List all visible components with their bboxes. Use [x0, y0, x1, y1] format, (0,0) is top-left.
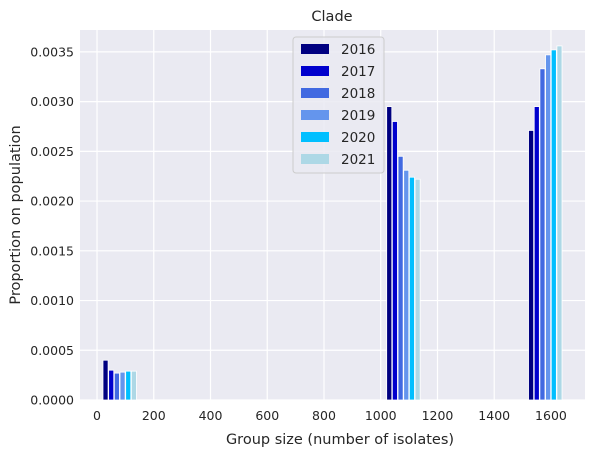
chart-title: Clade [311, 9, 352, 25]
legend-swatch-2021 [301, 154, 329, 164]
legend: 2016 2017 2018 2019 2020 2021 [292, 36, 385, 174]
legend-label-2018: 2018 [341, 86, 375, 102]
legend-label-2019: 2019 [341, 108, 375, 124]
bar-2016 [528, 130, 535, 401]
y-tick-label: 0.0000 [30, 393, 74, 408]
y-tick-label: 0.0015 [30, 243, 74, 258]
bar-2018 [113, 372, 120, 401]
bar-2018 [397, 155, 404, 401]
x-tick-label: 600 [255, 408, 279, 423]
bars [102, 45, 563, 401]
x-tick-label: 800 [312, 408, 336, 423]
y-tick-labels: 0.0000 0.0005 0.0010 0.0015 0.0020 0.0025 0.00… [30, 44, 74, 407]
y-tick-label: 0.0010 [30, 293, 74, 308]
legend-swatch-2018 [301, 88, 329, 98]
y-tick-label: 0.0030 [30, 94, 74, 109]
legend-label-2021: 2021 [341, 152, 375, 168]
bar-2016 [102, 359, 109, 401]
bar-2017 [391, 121, 398, 401]
bar-2020 [550, 49, 557, 401]
y-tick-label: 0.0020 [30, 194, 74, 209]
legend-swatch-2020 [301, 132, 329, 142]
x-axis-label: Group size (number of isolates) [226, 432, 454, 448]
x-tick-label: 1000 [365, 408, 397, 423]
x-tick-label: 1200 [422, 408, 454, 423]
y-axis-label: Proportion on population [8, 125, 24, 304]
bar-2020 [125, 370, 132, 401]
x-tick-label: 0 [93, 408, 101, 423]
bar-2020 [408, 176, 415, 401]
bar-2021 [556, 45, 563, 401]
legend-label-2020: 2020 [341, 130, 375, 146]
x-tick-label: 400 [199, 408, 223, 423]
legend-swatch-2016 [301, 44, 329, 54]
bar-2016 [386, 106, 393, 401]
legend-label-2016: 2016 [341, 42, 375, 58]
legend-swatch-2019 [301, 110, 329, 120]
bar-2021 [130, 370, 137, 401]
bar-2019 [403, 169, 410, 401]
bar-2017 [533, 106, 540, 401]
y-tick-label: 0.0035 [30, 44, 74, 59]
legend-label-2017: 2017 [341, 64, 375, 80]
x-tick-label: 200 [142, 408, 166, 423]
bar-2019 [545, 54, 552, 401]
x-tick-labels: 0 200 400 600 800 1000 1200 1400 1600 [93, 408, 567, 423]
legend-swatch-2017 [301, 66, 329, 76]
y-tick-label: 0.0025 [30, 144, 74, 159]
bar-2021 [414, 178, 421, 401]
bar-2019 [119, 371, 126, 401]
y-tick-label: 0.0005 [30, 343, 74, 358]
bar-2017 [108, 369, 115, 401]
bar-2018 [539, 68, 546, 401]
x-tick-label: 1600 [535, 408, 567, 423]
x-tick-label: 1400 [478, 408, 510, 423]
